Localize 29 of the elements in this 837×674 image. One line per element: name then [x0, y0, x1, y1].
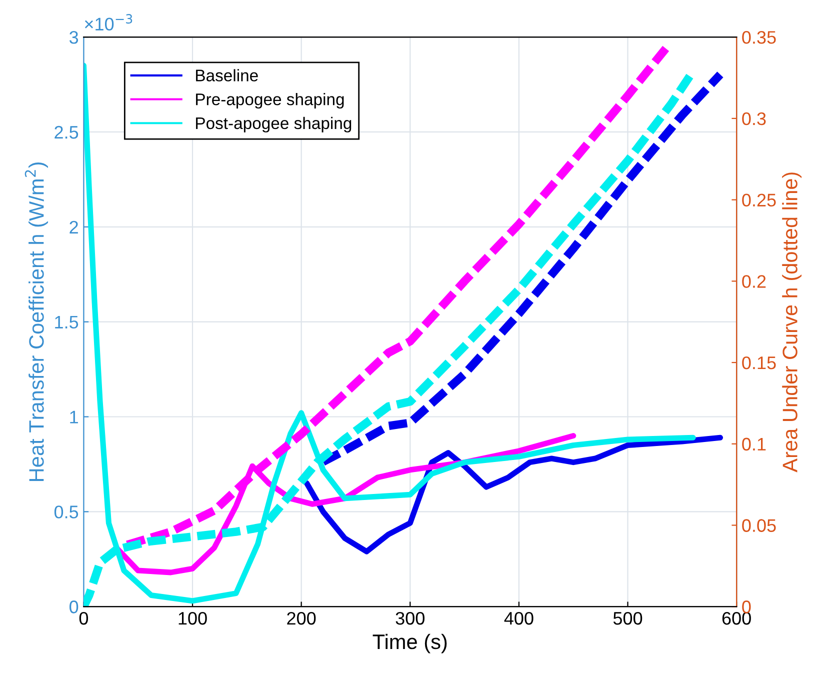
x-tick-label: 200: [287, 612, 316, 625]
x-axis-title: Time (s): [372, 634, 447, 654]
x-tick-label: 300: [396, 612, 424, 625]
y2-tick-label: 0.3: [742, 112, 766, 126]
y2-tick-label: 0.15: [742, 356, 776, 370]
y-axis-title: Heat Transfer Coefficient h (W/m$^{2}$): [24, 162, 48, 481]
y2-tick-label: 0.05: [742, 519, 776, 532]
y2-tick-label: 0.35: [742, 31, 776, 44]
x-tick-label: 0: [79, 612, 88, 625]
y-tick-label: 3: [69, 31, 78, 44]
y-tick-label: 1: [70, 410, 78, 424]
text: ×10$^{−3}$: [84, 14, 132, 31]
legend-label: Baseline: [196, 69, 258, 82]
legend-label: Post-apogee shaping: [196, 116, 352, 132]
y-tick-label: 2.5: [54, 126, 78, 139]
y2-tick-label: 0: [742, 600, 751, 614]
y-tick-label: 1.5: [55, 316, 78, 329]
x-tick-label: 100: [178, 612, 207, 625]
y2-axis-title: Area Under Curve h (dotted line): [782, 172, 802, 472]
x-tick-label: 500: [613, 612, 642, 625]
y-tick-label: 0.5: [54, 506, 78, 518]
y2-tick-label: 0.2: [742, 275, 766, 288]
y-tick-label: 0: [70, 600, 78, 614]
x-tick-label: 400: [504, 612, 534, 625]
y2-tick-label: 0.25: [742, 194, 776, 207]
y-tick-label: 2: [70, 220, 78, 234]
y2-tick-label: 0.1: [742, 438, 766, 451]
x-tick-label: 600: [722, 612, 751, 625]
legend-label: Pre-apogee shaping: [196, 93, 344, 109]
